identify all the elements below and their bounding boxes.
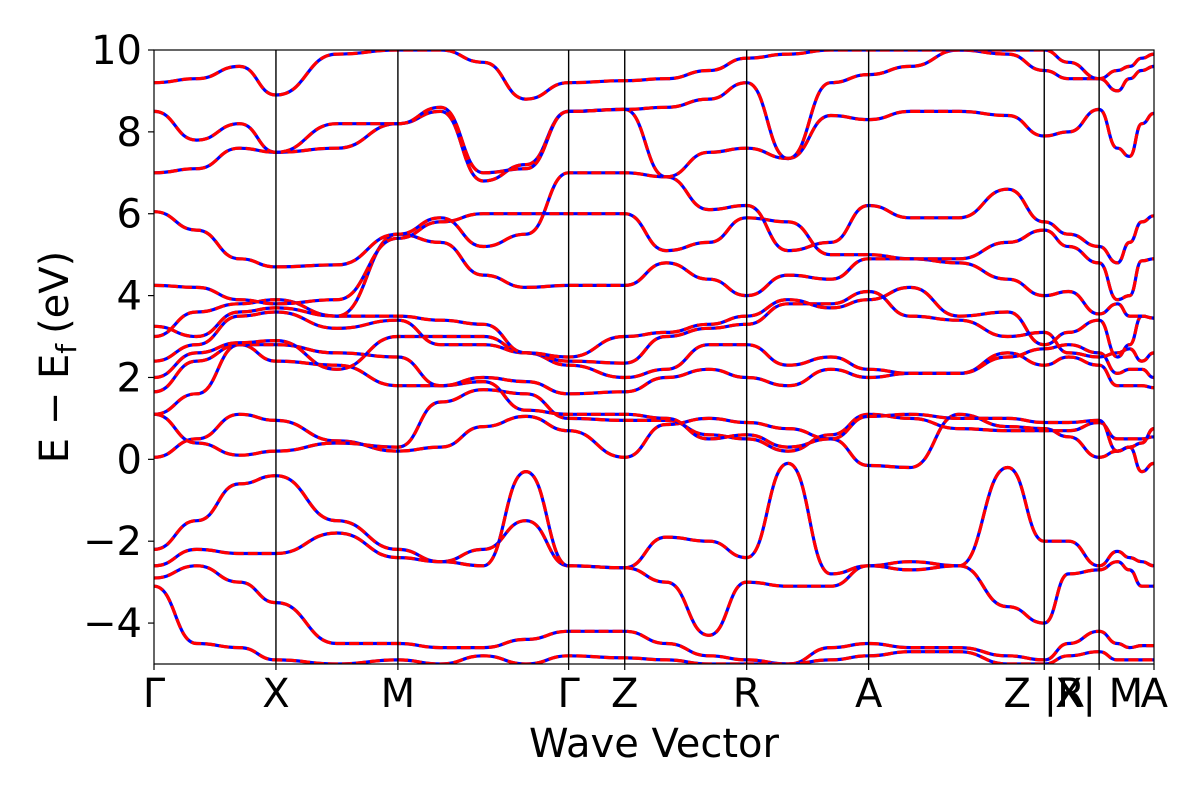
y-axis-label-main: E − E xyxy=(32,354,78,464)
band-line-blue xyxy=(154,50,1154,175)
band-line-blue xyxy=(154,584,1154,664)
y-tick-label: −4 xyxy=(83,601,142,647)
band-line-red xyxy=(154,232,1154,339)
x-tick-label: Γ xyxy=(557,671,580,717)
band-line-red xyxy=(154,212,1154,306)
y-tick-label: 8 xyxy=(117,110,142,156)
band-line-red xyxy=(154,564,1154,664)
x-tick-label: M xyxy=(381,671,416,717)
y-tick-label: 10 xyxy=(91,28,142,74)
y-axis-label-subscript: f xyxy=(50,343,83,354)
band-line-blue xyxy=(154,461,1154,576)
y-tick-label: 0 xyxy=(117,437,142,483)
band-line-red xyxy=(154,469,1154,637)
band-line-red xyxy=(154,50,1154,175)
band-line-blue xyxy=(154,343,1154,453)
band-line-red xyxy=(154,334,1154,380)
band-line-red xyxy=(154,343,1154,453)
y-axis-label-unit: (eV) xyxy=(32,251,78,334)
x-tick-label: A xyxy=(855,671,883,717)
x-tick-label: R xyxy=(733,671,761,717)
y-tick-label: 2 xyxy=(117,355,142,401)
band-line-blue xyxy=(154,388,1154,457)
y-tick-label: 4 xyxy=(117,274,142,320)
y-axis-ticks: −4 −2 0 2 4 6 8 10 xyxy=(83,28,154,647)
band-line-red xyxy=(154,171,1154,269)
x-axis-label: Wave Vector xyxy=(529,721,780,767)
x-tick-label: X| M xyxy=(1055,671,1143,717)
band-line-red xyxy=(154,289,1154,365)
band-line-red xyxy=(154,50,1154,101)
band-line-red xyxy=(154,343,1154,396)
band-line-blue xyxy=(154,107,1154,183)
band-line-blue xyxy=(154,50,1154,101)
y-axis-label: E − Ef (eV) xyxy=(32,251,83,464)
band-line-blue xyxy=(154,212,1154,306)
band-line-red xyxy=(154,412,1154,474)
band-line-blue xyxy=(154,412,1154,474)
y-tick-label: −2 xyxy=(83,519,142,565)
band-line-blue xyxy=(154,232,1154,339)
band-line-red xyxy=(154,584,1154,664)
band-line-red xyxy=(154,388,1154,457)
bands-layer xyxy=(154,50,1154,664)
x-tick-label: Γ xyxy=(143,671,166,717)
x-tick-label: A xyxy=(1141,671,1169,717)
x-tick-label: Z xyxy=(611,671,638,717)
plot-frame xyxy=(153,49,1155,665)
band-line-red xyxy=(154,461,1154,576)
high-symmetry-lines xyxy=(275,50,1100,664)
x-tick-label: Z |R xyxy=(1004,671,1085,717)
x-tick-label: X xyxy=(262,671,289,717)
band-line-red xyxy=(154,107,1154,183)
y-tick-label: 6 xyxy=(117,192,142,238)
band-line-blue xyxy=(154,171,1154,269)
y-axis-label-group: E − Ef (eV) xyxy=(32,251,83,464)
